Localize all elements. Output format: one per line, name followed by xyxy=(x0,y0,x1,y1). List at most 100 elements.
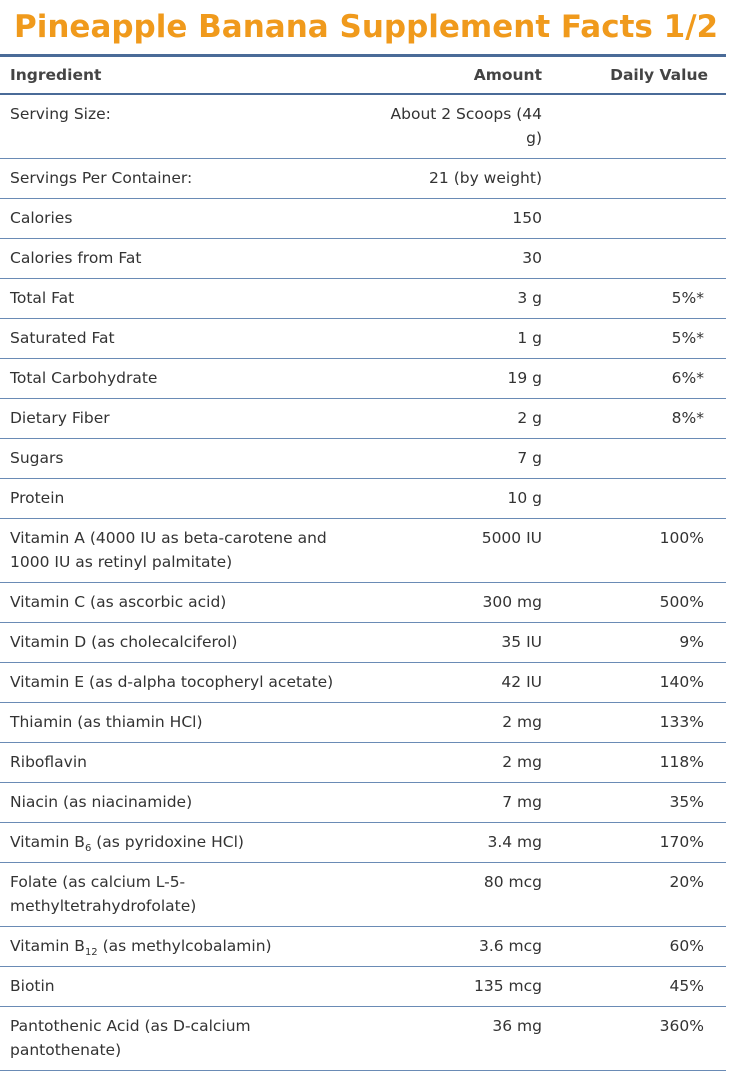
header-ingredient: Ingredient xyxy=(0,54,360,95)
table-row: Thiamin (as thiamin HCl) 2 mg 133% xyxy=(0,702,726,743)
table-row: Total Fat 3 g 5%* xyxy=(0,278,726,319)
table-row: Vitamin C (as ascorbic acid) 300 mg 500% xyxy=(0,582,726,623)
daily-value: 100% xyxy=(546,518,726,583)
daily-value: 9% xyxy=(546,622,726,663)
daily-value: 360% xyxy=(546,1006,726,1071)
daily-value: 170% xyxy=(546,822,726,863)
ingredient: Saturated Fat xyxy=(0,318,360,359)
ingredient: Total Fat xyxy=(0,278,360,319)
ingredient: Biotin xyxy=(0,966,360,1007)
table-row: Dietary Fiber 2 g 8%* xyxy=(0,398,726,439)
amount: 3.4 mg xyxy=(360,822,546,863)
amount: 42 IU xyxy=(360,662,546,703)
amount: 19 g xyxy=(360,358,546,399)
daily-value: 20% xyxy=(546,862,726,927)
amount: 2 g xyxy=(360,398,546,439)
amount: 21 (by weight) xyxy=(360,158,546,199)
page-body: Pineapple Banana Supplement Facts 1/2 In… xyxy=(0,9,726,1071)
amount: 300 mg xyxy=(360,582,546,623)
daily-value-empty xyxy=(546,438,726,479)
table-row: Vitamin B6 (as pyridoxine HCl) 3.4 mg 170% xyxy=(0,822,726,863)
daily-value: 8%* xyxy=(546,398,726,439)
table-row: Sugars 7 g xyxy=(0,438,726,479)
ingredient: Sugars xyxy=(0,438,360,479)
daily-value: 500% xyxy=(546,582,726,623)
table-body: Serving Size: About 2 Scoops (44 g) Servin… xyxy=(0,94,726,1071)
amount: 3.6 mcg xyxy=(360,926,546,967)
ingredient: Thiamin (as thiamin HCl) xyxy=(0,702,360,743)
daily-value: 35% xyxy=(546,782,726,823)
table-row: Niacin (as niacinamide) 7 mg 35% xyxy=(0,782,726,823)
amount: 3 g xyxy=(360,278,546,319)
amount: 5000 IU xyxy=(360,518,546,583)
ingredient: Vitamin E (as d-alpha tocopheryl acetate… xyxy=(0,662,360,703)
daily-value: 140% xyxy=(546,662,726,703)
header-row: Ingredient Amount Daily Value xyxy=(0,54,726,95)
ingredient: Servings Per Container: xyxy=(0,158,360,199)
table-row: Vitamin A (4000 IU as beta-carotene and … xyxy=(0,518,726,583)
ingredient-text: Vitamin B xyxy=(10,833,85,851)
ingredient-text: (as methylcobalamin) xyxy=(97,937,272,955)
table-row: Calories from Fat 30 xyxy=(0,238,726,279)
ingredient-subscript: 12 xyxy=(84,947,98,959)
daily-value: 45% xyxy=(546,966,726,1007)
table-row: Total Carbohydrate 19 g 6%* xyxy=(0,358,726,399)
table-row: Biotin 135 mcg 45% xyxy=(0,966,726,1007)
table-row: Protein 10 g xyxy=(0,478,726,519)
ingredient-text: (as pyridoxine HCl) xyxy=(91,833,244,851)
table-row: Vitamin E (as d-alpha tocopheryl acetate… xyxy=(0,662,726,703)
amount: 135 mcg xyxy=(360,966,546,1007)
amount: About 2 Scoops (44 g) xyxy=(360,94,546,159)
daily-value-empty xyxy=(546,478,726,519)
ingredient: Vitamin C (as ascorbic acid) xyxy=(0,582,360,623)
ingredient: Total Carbohydrate xyxy=(0,358,360,399)
amount: 150 xyxy=(360,198,546,239)
ingredient: Calories from Fat xyxy=(0,238,360,279)
ingredient: Calories xyxy=(0,198,360,239)
table-row: Servings Per Container: 21 (by weight) xyxy=(0,158,726,199)
daily-value: 118% xyxy=(546,742,726,783)
daily-value: 133% xyxy=(546,702,726,743)
amount: 7 mg xyxy=(360,782,546,823)
amount: 30 xyxy=(360,238,546,279)
amount: 2 mg xyxy=(360,742,546,783)
amount: 36 mg xyxy=(360,1006,546,1071)
amount: 1 g xyxy=(360,318,546,359)
amount: 7 g xyxy=(360,438,546,479)
ingredient: Niacin (as niacinamide) xyxy=(0,782,360,823)
daily-value: 6%* xyxy=(546,358,726,399)
page: Supplement Facts {"title": "Pineapple Ba… xyxy=(0,9,726,1071)
ingredient: Serving Size: xyxy=(0,94,360,159)
daily-value-empty xyxy=(546,238,726,279)
table-row: Pantothenic Acid (as D-calcium pantothen… xyxy=(0,1006,726,1071)
daily-value: 60% xyxy=(546,926,726,967)
daily-value-empty xyxy=(546,198,726,239)
daily-value: 5%* xyxy=(546,318,726,359)
table-row: Folate (as calcium L-5-methyltetrahydrof… xyxy=(0,862,726,927)
daily-value-empty xyxy=(546,94,726,159)
table-row: Riboflavin 2 mg 118% xyxy=(0,742,726,783)
ingredient: Riboflavin xyxy=(0,742,360,783)
ingredient: Vitamin D (as cholecalciferol) xyxy=(0,622,360,663)
table-row: Vitamin B12 (as methylcobalamin) 3.6 mcg 6… xyxy=(0,926,726,967)
table-row: Calories 150 xyxy=(0,198,726,239)
table-row: Vitamin D (as cholecalciferol) 35 IU 9% xyxy=(0,622,726,663)
ingredient: Folate (as calcium L-5-methyltetrahydrof… xyxy=(0,862,360,927)
daily-value: 5%* xyxy=(546,278,726,319)
header-daily-value: Daily Value xyxy=(546,54,726,95)
daily-value-empty xyxy=(546,158,726,199)
amount: 80 mcg xyxy=(360,862,546,927)
ingredient: Vitamin A (4000 IU as beta-carotene and … xyxy=(0,518,360,583)
ingredient-subscript: 6 xyxy=(84,843,92,855)
facts-table: Ingredient Amount Daily Value Serving Si… xyxy=(0,54,726,1071)
ingredient: Protein xyxy=(0,478,360,519)
amount: 2 mg xyxy=(360,702,546,743)
ingredient: Vitamin B6 (as pyridoxine HCl) xyxy=(0,822,360,863)
table-row: Serving Size: About 2 Scoops (44 g) xyxy=(0,94,726,159)
ingredient-text: Vitamin B xyxy=(10,937,85,955)
title: Pineapple Banana Supplement Facts 1/2 xyxy=(14,9,719,45)
ingredient: Dietary Fiber xyxy=(0,398,360,439)
amount: 10 g xyxy=(360,478,546,519)
ingredient: Pantothenic Acid (as D-calcium pantothen… xyxy=(0,1006,360,1071)
table-row: Saturated Fat 1 g 5%* xyxy=(0,318,726,359)
